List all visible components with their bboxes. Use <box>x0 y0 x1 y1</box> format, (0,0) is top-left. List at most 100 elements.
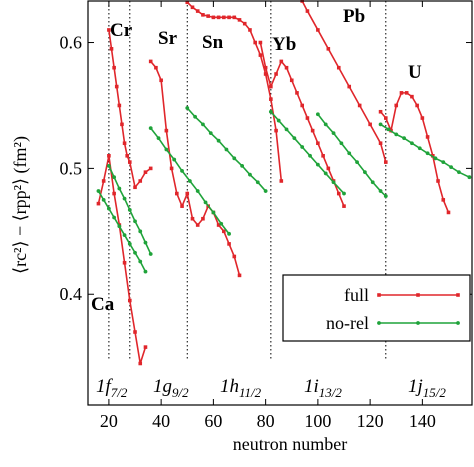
point <box>425 151 430 156</box>
point <box>383 160 388 164</box>
point <box>279 59 284 64</box>
point <box>284 65 289 70</box>
y-tick-label: 0.6 <box>60 33 83 53</box>
point <box>143 345 148 349</box>
point <box>420 116 425 120</box>
point <box>336 191 341 196</box>
point <box>284 127 289 132</box>
point <box>441 198 446 202</box>
x-tick-label: 120 <box>357 411 384 431</box>
point <box>216 138 221 143</box>
point <box>190 5 195 10</box>
y-tick-label: 0.5 <box>60 158 83 178</box>
point <box>436 179 440 183</box>
point <box>112 215 117 220</box>
point <box>248 172 252 177</box>
point <box>308 153 312 158</box>
point <box>232 15 237 20</box>
point <box>127 298 132 303</box>
point <box>211 210 216 215</box>
point <box>187 179 192 183</box>
point <box>138 259 143 264</box>
point <box>300 145 305 149</box>
x-tick-label: 20 <box>100 411 118 431</box>
element-label: Sr <box>158 28 178 49</box>
point <box>143 170 148 174</box>
point <box>133 219 137 224</box>
point <box>222 15 226 20</box>
point <box>274 128 278 133</box>
point <box>378 122 383 127</box>
point <box>240 163 245 168</box>
point <box>122 141 127 146</box>
point <box>106 163 111 168</box>
point <box>138 179 143 183</box>
point <box>305 116 310 120</box>
point <box>368 122 372 127</box>
point <box>164 147 169 152</box>
point <box>96 189 101 193</box>
shell-label: 1g9/2 <box>153 376 189 400</box>
element-label: Yb <box>272 34 296 55</box>
x-tick-label: 140 <box>409 411 436 431</box>
point <box>227 15 231 20</box>
point <box>347 151 352 156</box>
shell-sub: 9/2 <box>172 385 189 400</box>
series-line <box>270 111 345 195</box>
y-axis-label: ⟨rc²⟩ − ⟨rpp²⟩ (fm²) <box>10 136 31 274</box>
point <box>185 0 190 5</box>
point <box>300 103 305 108</box>
point <box>120 122 124 127</box>
point <box>295 91 299 95</box>
point <box>122 233 127 237</box>
point <box>370 180 375 185</box>
point <box>326 47 331 51</box>
point <box>417 146 422 151</box>
point <box>378 189 383 193</box>
point <box>315 162 320 167</box>
point <box>355 160 359 164</box>
shell-label: 1i13/2 <box>304 376 342 400</box>
point <box>114 84 119 89</box>
point <box>133 185 137 190</box>
series-line <box>186 1 283 182</box>
point <box>125 154 129 158</box>
point <box>232 156 237 161</box>
shell-sub: 15/2 <box>423 385 447 400</box>
point <box>237 18 242 22</box>
point <box>159 78 163 83</box>
x-tick-label: 80 <box>257 411 275 431</box>
series-line <box>301 0 387 163</box>
series-line <box>259 42 345 207</box>
point <box>323 122 328 127</box>
point <box>410 141 414 146</box>
element-label: U <box>408 62 422 83</box>
x-tick-label: 40 <box>152 411 170 431</box>
element-label: Pb <box>343 6 365 27</box>
point <box>122 260 127 265</box>
point <box>449 165 454 170</box>
series-line <box>97 190 147 272</box>
point <box>169 166 174 171</box>
point <box>378 141 383 146</box>
point <box>117 186 122 191</box>
point <box>112 191 116 196</box>
point <box>206 14 210 18</box>
point <box>219 221 224 226</box>
point <box>357 103 362 108</box>
point <box>310 128 315 133</box>
point <box>117 224 122 229</box>
point <box>195 223 200 227</box>
point <box>339 141 344 146</box>
point <box>148 59 153 64</box>
point <box>279 179 284 183</box>
point <box>292 136 297 141</box>
point <box>133 330 137 334</box>
point <box>138 361 143 366</box>
shell-name: 1j <box>408 376 423 397</box>
point <box>107 154 111 158</box>
shell-name: 1g <box>153 376 172 397</box>
point <box>190 216 195 221</box>
point <box>227 231 231 236</box>
